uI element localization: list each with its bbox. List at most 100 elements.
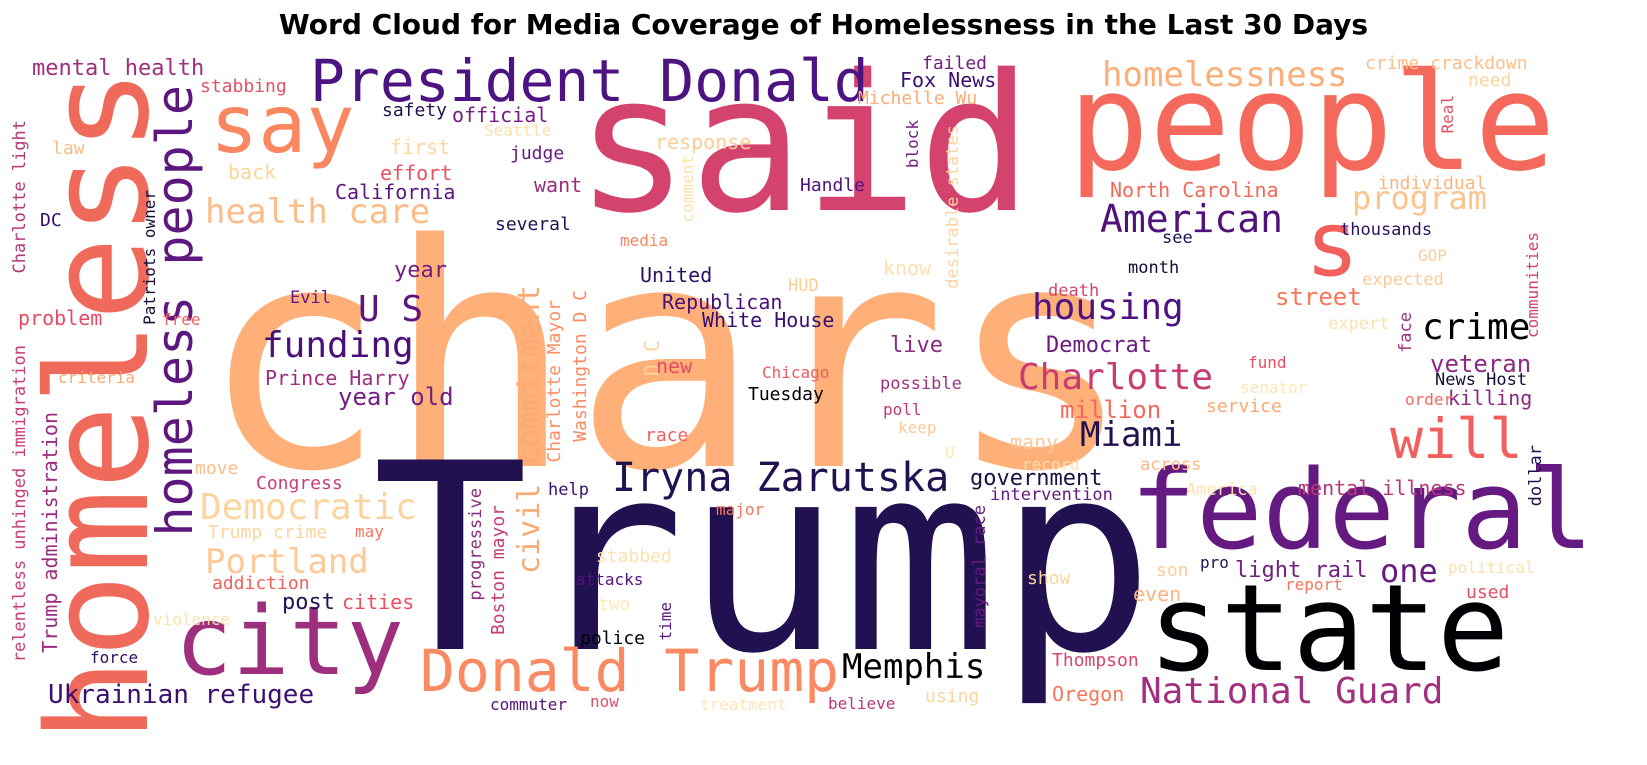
cloud-word: Donald Trump [420,637,840,705]
cloud-word: million [1060,396,1162,424]
cloud-word: government [970,466,1103,491]
cloud-word: s [1305,192,1360,297]
cloud-word: Patriots owner [140,190,159,325]
cloud-word: now [590,692,619,711]
cloud-word: Memphis [842,647,986,687]
cloud-word: force [90,648,139,667]
cloud-word: said [575,34,1033,255]
cloud-word: treatment [700,695,787,714]
cloud-word: Boston mayor [488,505,509,636]
cloud-word: Real [1438,95,1457,134]
cloud-word: need [1468,70,1512,91]
cloud-word: America [1186,480,1258,500]
cloud-word: criteria [58,368,136,387]
cloud-word: back [228,160,277,184]
cloud-word: death [1048,281,1100,301]
cloud-word: relentless unhinged immigration [10,345,30,663]
cloud-word: Charlotte [1018,357,1214,398]
cloud-word: Iryna Zarutska [612,455,950,501]
cloud-word: year [394,258,447,283]
cloud-word: used [1466,582,1510,603]
cloud-word: mental health [32,56,205,81]
cloud-word: possible [880,374,962,394]
cloud-word: mayoral race [970,505,990,628]
cloud-word: Republican [662,290,783,314]
cloud-word: Democrat [1046,333,1152,358]
cloud-word: American [1100,197,1284,241]
cloud-word: crime [1422,307,1531,348]
cloud-word: expert [1328,314,1390,334]
cloud-word: media [620,231,669,250]
cloud-word: police [580,628,646,649]
cloud-word: program [1352,179,1487,217]
cloud-word: Oregon [1052,682,1125,706]
cloud-word: judge [510,143,565,164]
cloud-word: failed [922,53,988,74]
cloud-word: Charlotte Mayor [544,300,565,463]
cloud-word: street [1275,283,1362,311]
cloud-word: Trump [372,409,1155,711]
cloud-word: California [335,180,456,204]
cloud-word: individual [1378,173,1487,194]
cloud-word: GOP [1418,246,1447,265]
cloud-word: record [1022,455,1080,474]
cloud-word: using [925,686,980,707]
cloud-word: many [1010,430,1059,454]
cloud-word: race [645,425,689,446]
cloud-word: believe [828,694,896,713]
cloud-word: two [598,594,631,615]
cloud-word: killing [1448,386,1533,410]
cloud-word: funding [262,325,414,366]
cloud-word: political [1448,558,1535,577]
cloud-word: chars [200,179,1134,540]
cloud-word: United [640,263,713,287]
cloud-word: pro [1200,553,1229,572]
cloud-word: Ukrainian refugee [48,680,315,710]
cloud-word: move [195,458,239,479]
cloud-word: Trump crime [208,522,328,543]
cloud-word: intervention [990,485,1113,505]
cloud-word: Democratic [200,487,417,528]
cloud-word: light rail [1235,558,1368,583]
cloud-word: face [1396,312,1416,353]
cloud-word: Tuesday [748,384,824,405]
cloud-word: live [890,333,943,358]
cloud-word: stabbing [200,76,287,97]
cloud-word: federal [1130,446,1594,574]
cloud-word: progressive [466,488,486,601]
cloud-word: dollar [1526,445,1546,507]
cloud-word: HUD [788,276,819,296]
cloud-word: first [390,135,451,159]
cloud-word: National Guard [1140,671,1444,712]
cloud-word: addiction [212,573,310,594]
cloud-word: fund [1248,353,1287,372]
cloud-word: Evil [290,288,331,308]
cloud-word: U [945,443,955,462]
cloud-word: Trump administration [38,412,62,653]
cloud-word: major [716,500,765,519]
cloud-word: comment [678,155,697,223]
cloud-word: help [548,480,589,500]
cloud-word: time [656,602,675,641]
cloud-word: safety [382,100,448,121]
cloud-word: commuter [490,695,568,714]
cloud-word: White House [702,308,835,332]
cloud-word: see [1162,228,1193,248]
cloud-word: Chicago [762,363,830,382]
cloud-word: communities [1523,232,1542,338]
cloud-word: poll [883,400,922,419]
cloud-word: month [1128,258,1180,278]
cloud-word: problem [18,306,103,330]
cloud-word: say [210,78,355,171]
cloud-word: Thompson [1052,650,1139,671]
cloud-word: health care [205,192,431,232]
cloud-word: mental illness [1298,476,1467,500]
cloud-word: state [1148,560,1510,699]
cloud-word: housing [1032,287,1184,328]
cloud-word: know [883,256,932,280]
cloud-word: year old [338,383,454,411]
cloud-word: block [903,120,922,169]
cloud-word: even [1133,582,1182,606]
cloud-word: free [162,310,201,329]
